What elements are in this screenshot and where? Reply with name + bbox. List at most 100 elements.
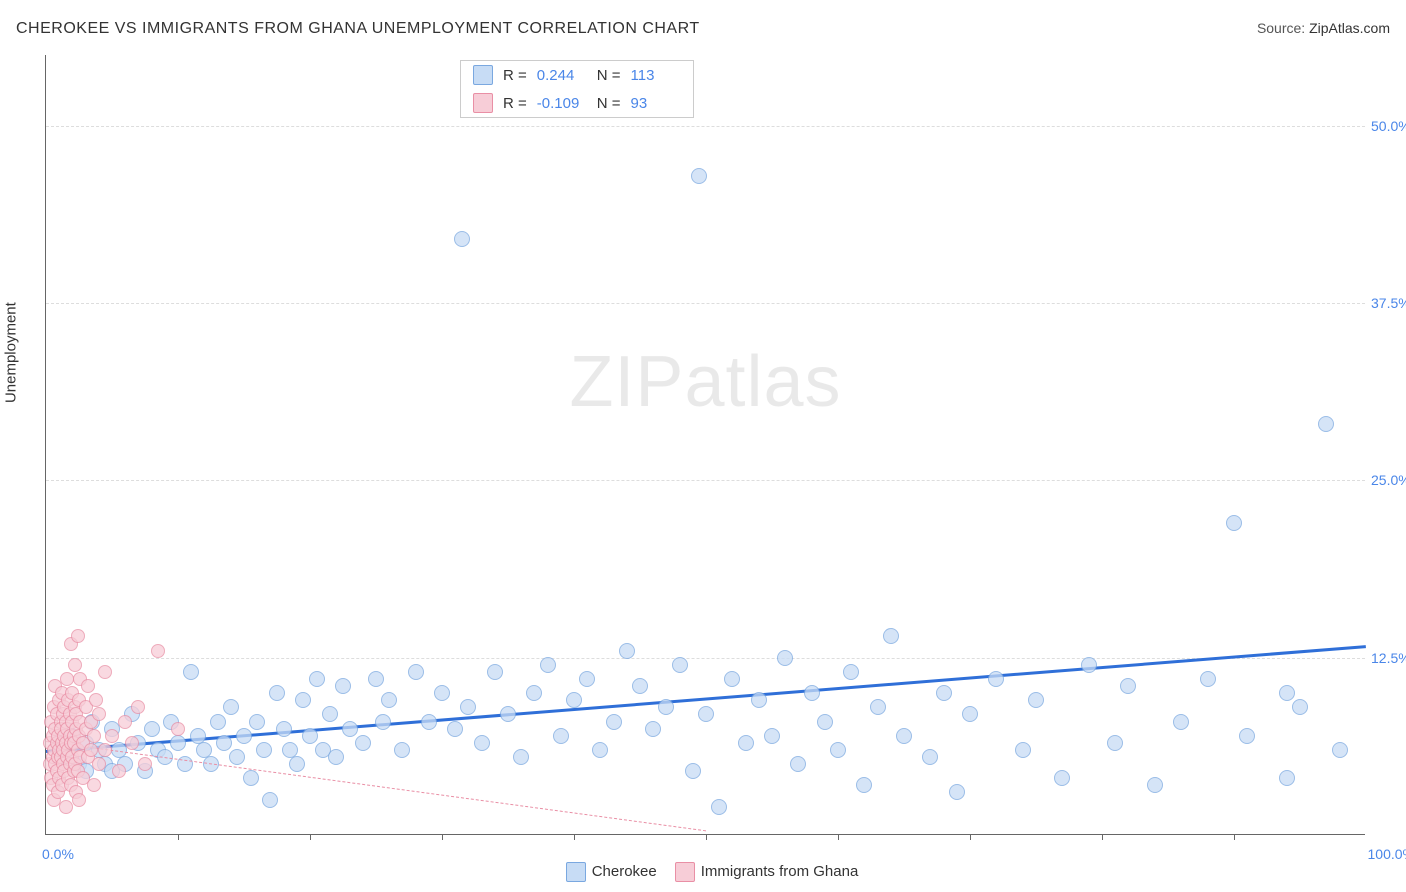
- data-point: [98, 665, 112, 679]
- data-point: [243, 770, 259, 786]
- data-point: [1015, 742, 1031, 758]
- data-point: [355, 735, 371, 751]
- r-value: 0.244: [537, 67, 587, 84]
- data-point: [170, 735, 186, 751]
- data-point: [526, 685, 542, 701]
- data-point: [236, 728, 252, 744]
- x-tick-mark: [838, 834, 839, 840]
- grid-line: [46, 480, 1365, 481]
- data-point: [1239, 728, 1255, 744]
- data-point: [922, 749, 938, 765]
- n-label: N =: [597, 95, 621, 112]
- y-tick-label: 12.5%: [1365, 650, 1406, 666]
- data-point: [1054, 770, 1070, 786]
- data-point: [790, 756, 806, 772]
- data-point: [698, 706, 714, 722]
- grid-line: [46, 658, 1365, 659]
- data-point: [870, 699, 886, 715]
- data-point: [817, 714, 833, 730]
- data-point: [92, 757, 106, 771]
- data-point: [183, 664, 199, 680]
- r-value: -0.109: [537, 95, 587, 112]
- data-point: [804, 685, 820, 701]
- data-point: [171, 722, 185, 736]
- data-point: [1332, 742, 1348, 758]
- legend-swatch: [473, 65, 493, 85]
- data-point: [368, 671, 384, 687]
- data-point: [1279, 770, 1295, 786]
- watermark: ZIPatlas: [569, 341, 841, 423]
- x-tick-label-left: 0.0%: [42, 846, 74, 862]
- y-axis-label: Unemployment: [3, 302, 20, 403]
- data-point: [1173, 714, 1189, 730]
- data-point: [606, 714, 622, 730]
- data-point: [988, 671, 1004, 687]
- data-point: [764, 728, 780, 744]
- data-point: [249, 714, 265, 730]
- y-tick-label: 50.0%: [1365, 118, 1406, 134]
- n-label: N =: [597, 67, 621, 84]
- source-name: ZipAtlas.com: [1309, 20, 1390, 36]
- watermark-zip: ZIP: [569, 342, 684, 422]
- data-point: [896, 728, 912, 744]
- data-point: [632, 678, 648, 694]
- data-point: [105, 729, 119, 743]
- correlation-legend: R =0.244N =113R =-0.109N =93: [460, 60, 694, 118]
- x-tick-mark: [970, 834, 971, 840]
- data-point: [553, 728, 569, 744]
- data-point: [566, 692, 582, 708]
- data-point: [289, 756, 305, 772]
- chart-title: CHEROKEE VS IMMIGRANTS FROM GHANA UNEMPL…: [16, 20, 700, 38]
- data-point: [1200, 671, 1216, 687]
- data-point: [81, 679, 95, 693]
- data-point: [619, 643, 635, 659]
- data-point: [210, 714, 226, 730]
- data-point: [309, 671, 325, 687]
- data-point: [151, 644, 165, 658]
- data-point: [60, 672, 74, 686]
- data-point: [691, 168, 707, 184]
- data-point: [262, 792, 278, 808]
- data-point: [883, 628, 899, 644]
- data-point: [949, 784, 965, 800]
- legend-label: Immigrants from Ghana: [701, 863, 859, 880]
- data-point: [381, 692, 397, 708]
- data-point: [1120, 678, 1136, 694]
- data-point: [1028, 692, 1044, 708]
- data-point: [256, 742, 272, 758]
- data-point: [1318, 416, 1334, 432]
- x-tick-mark: [178, 834, 179, 840]
- x-tick-mark: [574, 834, 575, 840]
- data-point: [513, 749, 529, 765]
- series-legend: CherokeeImmigrants from Ghana: [0, 862, 1406, 882]
- n-value: 113: [631, 67, 681, 84]
- data-point: [394, 742, 410, 758]
- data-point: [777, 650, 793, 666]
- legend-swatch: [473, 93, 493, 113]
- data-point: [685, 763, 701, 779]
- data-point: [112, 764, 126, 778]
- y-tick-label: 37.5%: [1365, 295, 1406, 311]
- data-point: [68, 658, 82, 672]
- data-point: [460, 699, 476, 715]
- data-point: [342, 721, 358, 737]
- data-point: [1147, 777, 1163, 793]
- data-point: [125, 736, 139, 750]
- data-point: [295, 692, 311, 708]
- data-point: [1279, 685, 1295, 701]
- data-point: [302, 728, 318, 744]
- legend-swatch: [566, 862, 586, 882]
- data-point: [592, 742, 608, 758]
- data-point: [229, 749, 245, 765]
- data-point: [724, 671, 740, 687]
- grid-line: [46, 303, 1365, 304]
- data-point: [540, 657, 556, 673]
- data-point: [658, 699, 674, 715]
- data-point: [936, 685, 952, 701]
- data-point: [830, 742, 846, 758]
- x-tick-mark: [1102, 834, 1103, 840]
- source-label: Source:: [1257, 20, 1309, 36]
- legend-row: R =-0.109N =93: [461, 89, 693, 117]
- x-tick-mark: [442, 834, 443, 840]
- data-point: [408, 664, 424, 680]
